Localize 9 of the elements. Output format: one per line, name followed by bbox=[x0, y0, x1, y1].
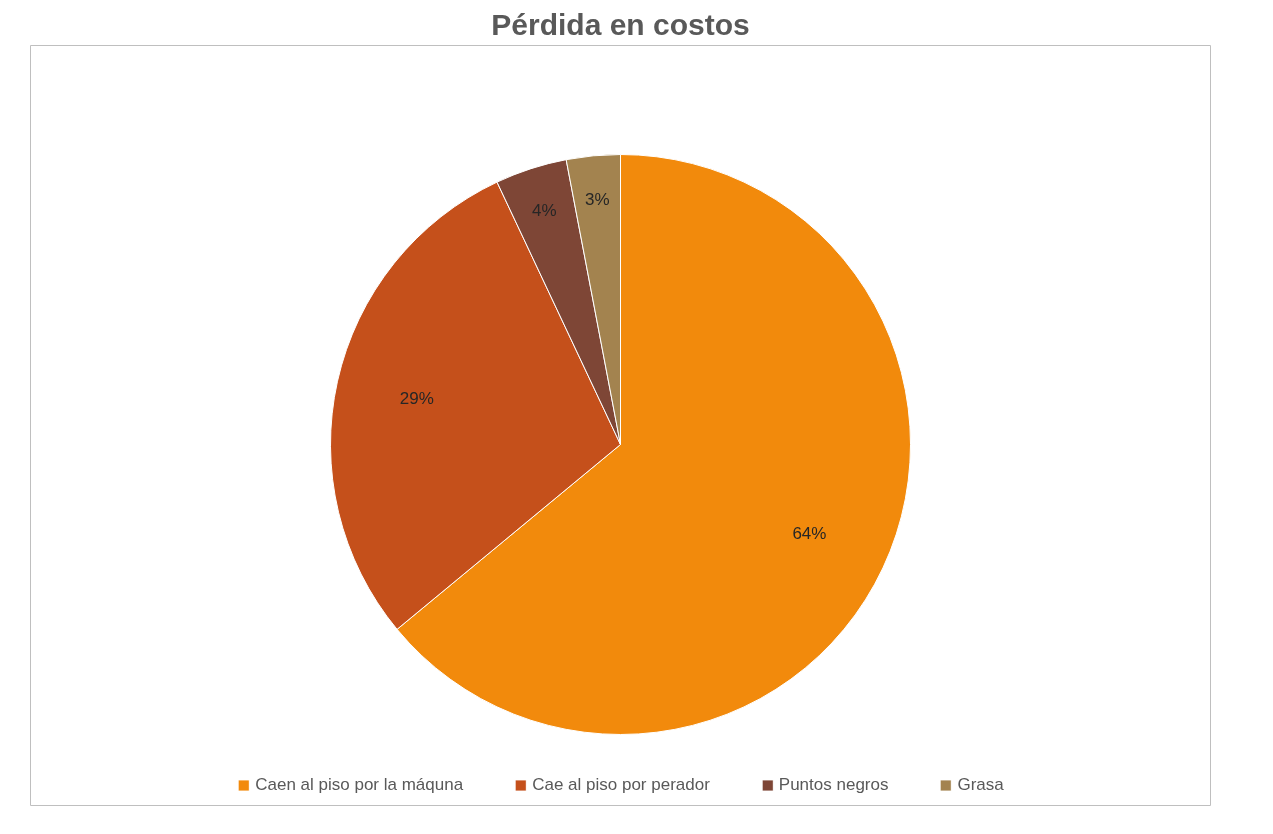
data-label: 29% bbox=[399, 389, 434, 409]
legend-label: Puntos negros bbox=[778, 775, 889, 795]
data-label: 64% bbox=[792, 523, 827, 543]
legend-label: Grasa bbox=[957, 775, 1004, 795]
data-label: 3% bbox=[585, 189, 610, 209]
chart-title: Pérdida en costos bbox=[491, 7, 750, 41]
legend-label: Caen al piso por la máquna bbox=[255, 775, 464, 795]
data-label: 4% bbox=[532, 200, 557, 220]
legend-label: Cae al piso por perador bbox=[532, 775, 710, 795]
